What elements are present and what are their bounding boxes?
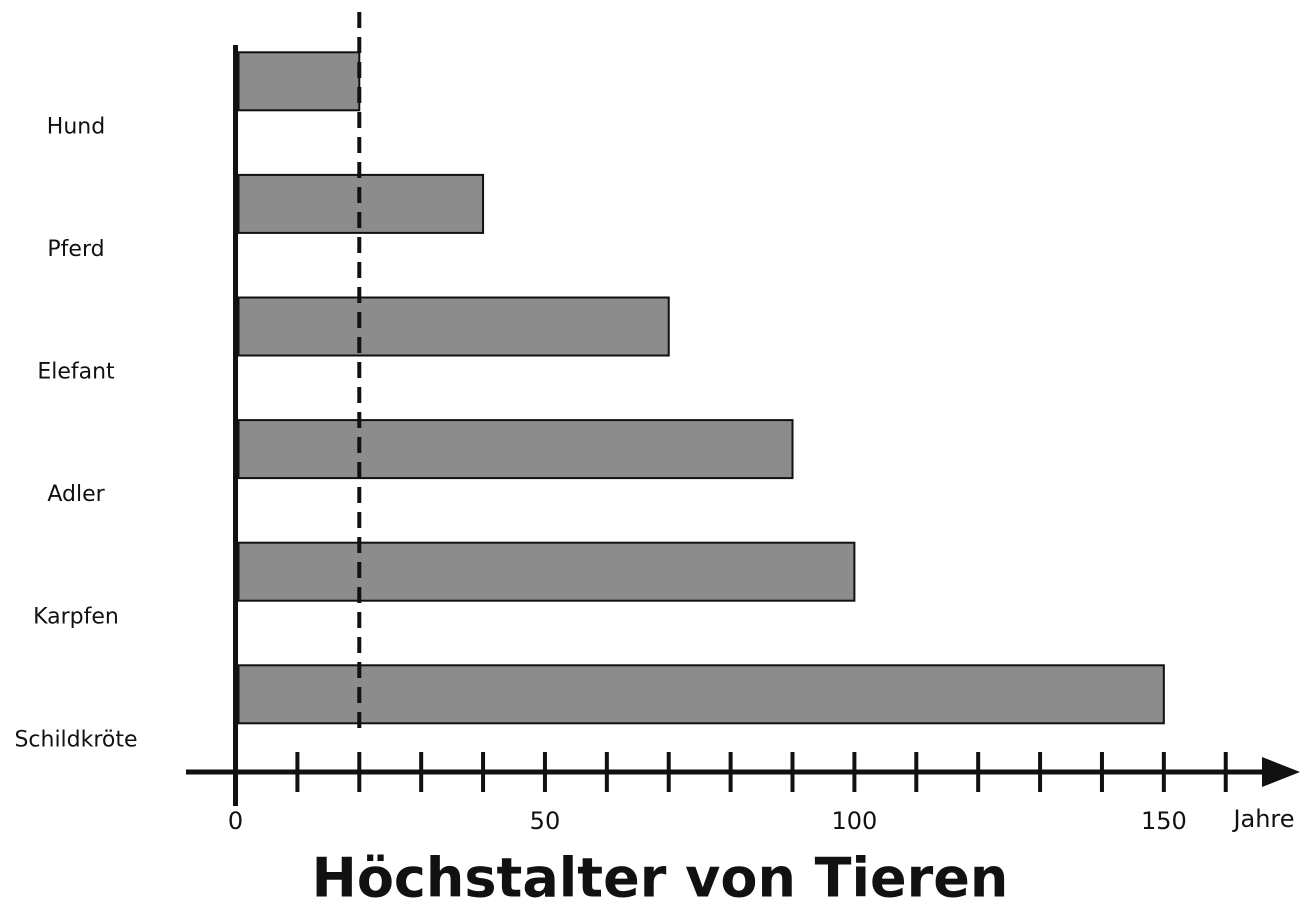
x-tick-label: 0 xyxy=(228,807,243,835)
chart-title: Höchstalter von Tieren xyxy=(312,847,1009,910)
category-label: Hund xyxy=(47,114,105,139)
bar xyxy=(239,298,669,356)
x-tick-label: 50 xyxy=(530,807,561,835)
x-tick-label: 100 xyxy=(831,807,877,835)
x-tick-label: 150 xyxy=(1141,807,1187,835)
category-label: Karpfen xyxy=(33,605,119,630)
category-label: Pferd xyxy=(47,237,104,262)
x-axis-arrow xyxy=(1262,757,1300,787)
category-label: Schildkröte xyxy=(14,727,137,752)
chart: Höchstalter von Tieren Jahre Hund Pferd El… xyxy=(0,0,1309,912)
x-axis-label: Jahre xyxy=(1231,805,1294,833)
category-label: Elefant xyxy=(37,360,115,385)
bar xyxy=(239,543,855,601)
bar xyxy=(239,420,793,478)
bar xyxy=(239,52,360,110)
category-label: Adler xyxy=(47,482,105,507)
bar xyxy=(239,665,1164,723)
